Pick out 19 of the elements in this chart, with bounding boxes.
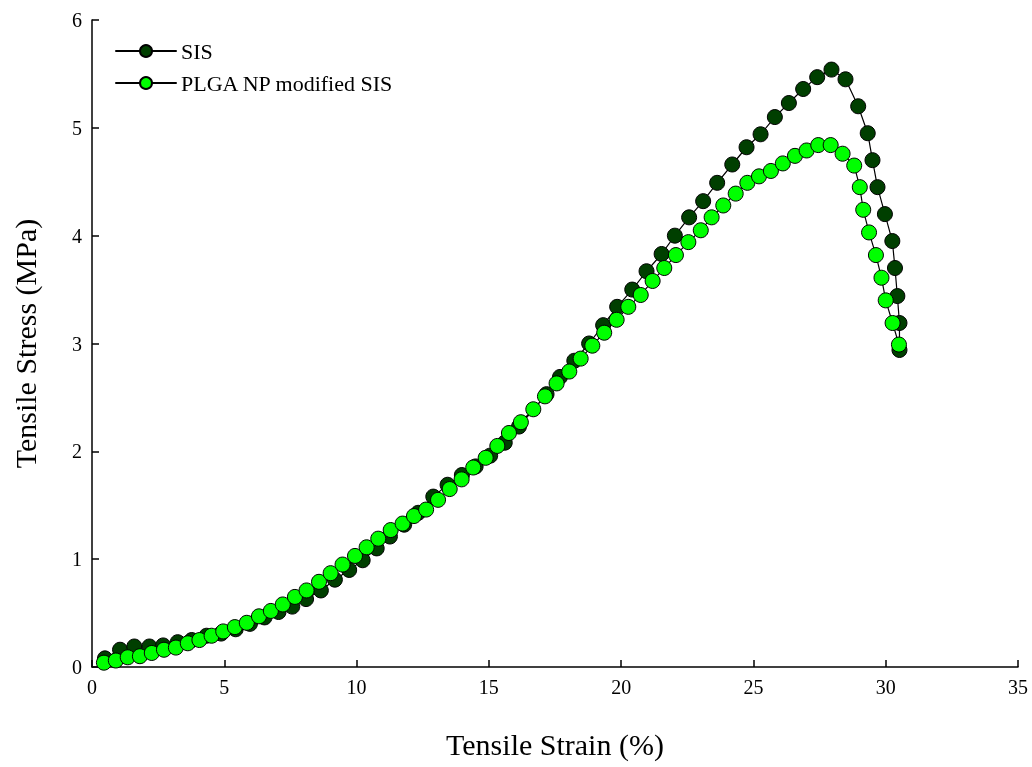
y-tick-label: 0 <box>72 656 82 678</box>
x-tick-label: 0 <box>87 676 97 698</box>
x-tick-label: 10 <box>346 676 367 698</box>
y-tick-label: 3 <box>72 332 82 355</box>
x-tick-label: 25 <box>743 676 764 698</box>
x-tick-label: 20 <box>611 676 632 698</box>
y-tick-label: 2 <box>72 440 82 463</box>
x-tick-label: 30 <box>875 676 896 698</box>
x-axis-title: Tensile Strain (%) <box>446 727 664 762</box>
y-tick-label: 1 <box>72 548 82 571</box>
y-axis-title: Tensile Stress (MPa) <box>8 218 43 469</box>
y-tick-label: 5 <box>72 116 82 139</box>
y-tick-label: 4 <box>72 224 82 247</box>
x-tick-label: 5 <box>219 676 230 698</box>
legend-label: SIS <box>181 38 213 64</box>
y-tick-label: 6 <box>72 9 82 31</box>
legend-label: PLGA NP modified SIS <box>181 70 393 96</box>
x-tick-label: 15 <box>478 676 499 698</box>
x-tick-label: 35 <box>1008 676 1028 698</box>
